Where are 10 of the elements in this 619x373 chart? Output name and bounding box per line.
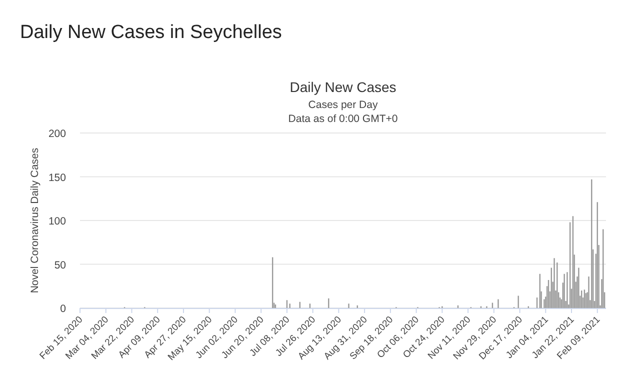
text: Cases per Day — [308, 99, 378, 111]
text: Data as of 0:00 GMT+0 — [288, 113, 398, 125]
y-tick-label: 50 — [54, 259, 66, 272]
chart-title: Daily New Cases in Seychelles — [20, 22, 282, 43]
y-tick-label: 200 — [48, 128, 66, 140]
y-tick-label: 100 — [48, 216, 66, 228]
y-axis-title: Novel Coronavirus Daily Cases — [29, 148, 41, 294]
y-tick-label: 150 — [48, 172, 66, 184]
chart-subtitle: Daily New Cases — [290, 79, 396, 95]
y-tick-label: 0 — [60, 303, 66, 315]
